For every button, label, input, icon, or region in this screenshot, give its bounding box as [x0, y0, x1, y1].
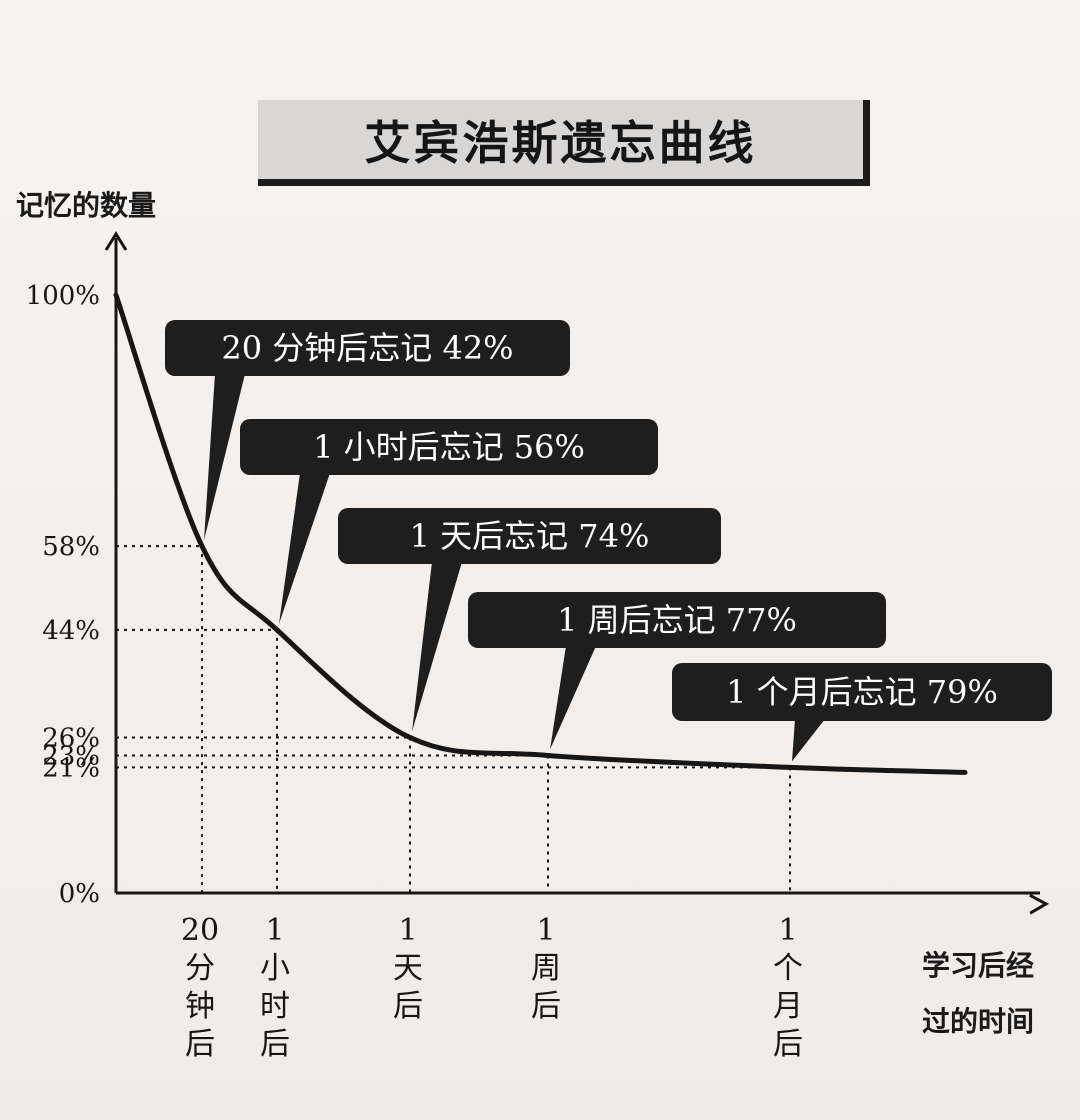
x-tick-label: 分: [185, 951, 215, 986]
callout-box: [240, 419, 658, 475]
x-tick-label: 1: [265, 913, 284, 948]
y-axis-title: 记忆的数量: [16, 189, 157, 222]
callout-pointer: [279, 473, 330, 624]
chart-title-box: 艾宾浩斯遗忘曲线: [258, 100, 870, 186]
callout-label: 1 小时后忘记 56%: [313, 428, 585, 466]
callout-label: 1 天后忘记 74%: [410, 517, 650, 555]
x-tick-label: 20: [181, 913, 219, 948]
x-tick-label: 钟: [185, 989, 215, 1024]
x-tick-label: 时: [260, 989, 290, 1024]
x-tick-label: 1: [398, 913, 417, 948]
callout-pointer: [204, 374, 245, 541]
x-tick-label: 后: [260, 1027, 290, 1062]
y-tick-label: 26%: [42, 724, 100, 754]
data-point: [787, 764, 793, 770]
y-tick-label: 58%: [42, 532, 100, 562]
callout-label: 1 个月后忘记 79%: [726, 673, 998, 711]
x-tick-label: 天: [393, 951, 423, 986]
callout-pointer: [412, 562, 462, 732]
x-axis-title: 学习后经 过的时间: [922, 938, 1072, 1050]
x-tick-label: 小: [260, 951, 290, 986]
callout-label: 1 周后忘记 77%: [557, 601, 797, 639]
callout-pointer: [550, 646, 596, 750]
x-tick-label: 周: [531, 951, 561, 986]
x-tick-label: 月: [773, 989, 803, 1024]
y-tick-label: 23%: [42, 741, 100, 771]
chart-title: 艾宾浩斯遗忘曲线: [364, 115, 757, 170]
data-point: [407, 735, 413, 741]
data-point: [274, 627, 280, 633]
x-tick-label: 后: [773, 1027, 803, 1062]
y-tick-label: 100%: [26, 281, 100, 311]
y-tick-label: 44%: [42, 616, 100, 646]
data-point: [545, 752, 551, 758]
x-tick-label: 个: [773, 951, 803, 986]
x-tick-label: 1: [536, 913, 555, 948]
x-axis-arrow: [1029, 893, 1050, 915]
x-tick-label: 1: [778, 913, 797, 948]
callout-box: [468, 592, 886, 648]
callout-box: [165, 320, 570, 376]
data-point: [199, 543, 205, 549]
callout-pointer: [792, 719, 825, 762]
callout-label: 20 分钟后忘记 42%: [221, 329, 513, 367]
y-tick-label: 0%: [59, 879, 100, 909]
y-tick-label: 21%: [42, 753, 100, 783]
x-axis-title-line-2: 过的时间: [922, 1005, 1035, 1038]
x-tick-label: 后: [185, 1027, 215, 1062]
callout-box: [338, 508, 721, 564]
y-axis-arrow: [104, 231, 128, 251]
x-tick-label: 后: [393, 989, 423, 1024]
x-tick-label: 后: [531, 989, 561, 1024]
callout-box: [672, 663, 1052, 721]
x-axis-title-line-1: 学习后经: [922, 949, 1035, 982]
